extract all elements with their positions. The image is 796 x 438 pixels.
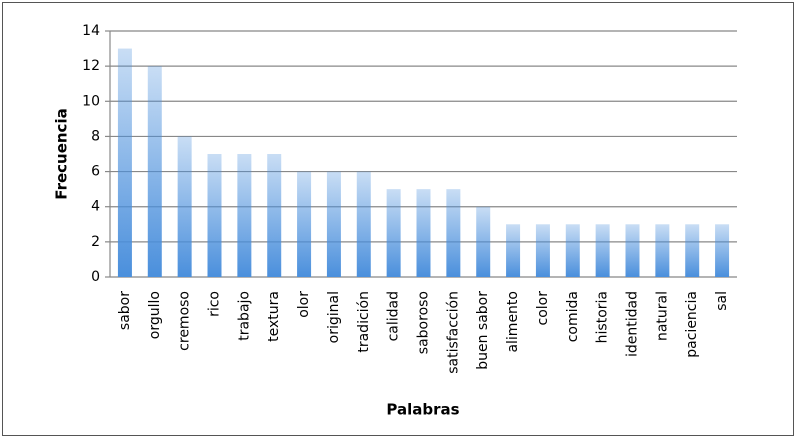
y-tick-label: 8 (91, 128, 100, 144)
y-axis-title: Frecuencia (53, 108, 71, 199)
x-tick-label: historia (595, 291, 611, 343)
y-tick-label: 12 (82, 58, 100, 74)
x-tick-label: color (535, 291, 551, 326)
bar (535, 224, 550, 277)
x-tick-label: comida (565, 291, 581, 342)
x-tick-label: rico (207, 291, 223, 317)
x-tick-label: buen sabor (475, 291, 491, 370)
x-tick-label: sabor (117, 291, 133, 330)
x-tick-label: natural (654, 291, 670, 341)
x-tick-label: olor (296, 291, 312, 318)
x-tick-label: tradición (356, 291, 372, 353)
x-tick-label: identidad (625, 291, 641, 357)
y-tick-label: 2 (91, 234, 100, 250)
x-tick-label: satisfacción (445, 291, 461, 374)
bar (356, 171, 371, 277)
bar (297, 171, 312, 277)
x-tick-label: sal (714, 291, 730, 311)
bar (267, 154, 282, 277)
bar (177, 136, 192, 277)
bar (416, 189, 431, 277)
x-tick-label: textura (266, 291, 282, 342)
x-tick-label: paciencia (684, 291, 700, 358)
y-tick-label: 6 (91, 164, 100, 180)
bar (506, 224, 521, 277)
bar (595, 224, 610, 277)
bar (386, 189, 401, 277)
x-tick-label: original (326, 291, 342, 343)
bar (476, 206, 491, 277)
bar (237, 154, 252, 277)
bar (625, 224, 640, 277)
bar (446, 189, 461, 277)
bar (207, 154, 222, 277)
bar (715, 224, 730, 277)
y-tick-label: 0 (91, 269, 100, 285)
bar (565, 224, 580, 277)
x-tick-label: trabajo (236, 291, 252, 341)
x-axis-title: Palabras (386, 401, 459, 419)
x-tick-label: cremoso (177, 291, 193, 351)
x-tick-label: saboroso (416, 291, 432, 354)
bar (326, 171, 341, 277)
bar (147, 66, 162, 278)
y-tick-label: 10 (82, 93, 100, 109)
x-tick-label: calidad (386, 291, 402, 341)
bar (117, 48, 132, 278)
x-tick-label: alimento (505, 291, 521, 353)
y-tick-label: 14 (82, 23, 100, 39)
y-tick-label: 4 (91, 199, 100, 215)
bar (685, 224, 700, 277)
bar (655, 224, 670, 277)
x-tick-label: orgullo (147, 291, 163, 339)
